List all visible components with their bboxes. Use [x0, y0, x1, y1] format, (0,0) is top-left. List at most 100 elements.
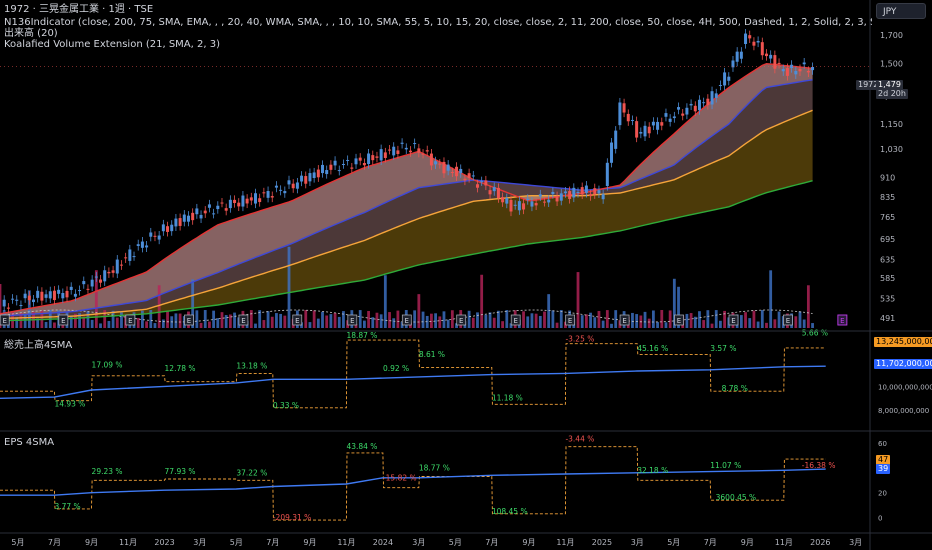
candle-body [731, 60, 735, 68]
time-tick-label: 9月 [85, 538, 98, 547]
candle-body [555, 196, 559, 202]
time-tick-label: 5月 [667, 538, 680, 547]
eps-growth-label: -16.38 % [802, 461, 836, 470]
candle-body [643, 125, 647, 137]
time-tick-label: 7月 [485, 538, 498, 547]
volume-bar [304, 310, 308, 328]
time-tick-label: 2026 [810, 538, 830, 547]
orange-green-cloud [0, 110, 813, 321]
candle-body [354, 158, 358, 165]
candle-body [681, 113, 685, 116]
volume-bar [484, 314, 488, 328]
candle-body [798, 68, 802, 72]
volume-legend[interactable]: 出来高 (20) [4, 28, 58, 39]
candle-body [806, 70, 810, 73]
volume-bar [161, 319, 165, 328]
volume-bar [249, 310, 253, 328]
time-tick-label: 11月 [775, 538, 793, 547]
indicator-legend[interactable]: N136Indicator (close, 200, 75, SMA, EMA,… [4, 17, 872, 28]
candle-body [769, 54, 773, 59]
earnings-marker [565, 314, 575, 326]
candle-body [367, 153, 371, 165]
volume-bar [149, 310, 153, 328]
earnings-marker [125, 314, 136, 326]
upcoming-earnings-marker [837, 314, 848, 326]
candle-body [580, 187, 584, 195]
candle-body [714, 93, 718, 98]
volume-bar [145, 321, 148, 328]
sales-growth-label: 18.87 % [346, 331, 377, 340]
fast-blue-cloud [0, 63, 813, 317]
candle-body [27, 295, 31, 301]
candle-body [429, 153, 433, 166]
candle-body [551, 191, 555, 195]
volume-bar [220, 312, 224, 328]
candle-body [283, 191, 287, 194]
volume-bar [396, 310, 400, 328]
candle-body [207, 204, 211, 208]
candle-body [32, 299, 36, 303]
candle-body [601, 194, 605, 200]
volume-bar [178, 313, 182, 328]
volume-bar [551, 310, 555, 328]
candle-body [191, 212, 195, 221]
candle-body [455, 166, 459, 177]
candle-body [233, 199, 237, 204]
candle-body [417, 148, 421, 153]
candle-body [509, 199, 513, 212]
candle-body [656, 121, 660, 130]
earnings-marker [619, 314, 630, 326]
candle-body [136, 244, 140, 246]
candle-body [266, 191, 270, 198]
time-tick-label: 2023 [154, 538, 174, 547]
volume-bar [153, 323, 157, 328]
candle-body [702, 102, 706, 104]
volume-bar [756, 321, 760, 328]
volume-bar [53, 322, 56, 328]
volume-bar [195, 310, 199, 328]
candle-body [224, 208, 228, 211]
candle-body [756, 40, 760, 43]
candle-body [371, 155, 375, 161]
candle-body [73, 293, 77, 297]
candle-body [57, 289, 61, 294]
volume-bar [806, 285, 810, 328]
volume-bar [266, 311, 270, 328]
candle-body [228, 199, 232, 209]
candle-body [764, 53, 768, 57]
symbol-legend[interactable]: 1972 · 三晃金属工業 · 1週 · TSE [4, 4, 154, 15]
price-tick-label: 635 [880, 255, 895, 264]
candle-body [593, 188, 597, 195]
candle-body [329, 164, 333, 170]
volume-bar [166, 311, 169, 328]
sales-pane: 14.93 % 17.09 % 12.78 % 13.18 % 0.33 % 18.87 … [0, 328, 828, 410]
eps-growth-label: 18.77 % [419, 463, 450, 472]
symbol-price-tag: 1972 [856, 80, 881, 90]
volume-bar [316, 318, 320, 328]
last-price-tag: 1,479 [876, 80, 903, 90]
volume-bar [312, 310, 316, 328]
candle-body [748, 35, 752, 39]
candle-body [312, 172, 316, 179]
candle-body [249, 197, 253, 201]
green-sma-line [0, 180, 813, 322]
time-tick-label: 11月 [556, 538, 574, 547]
candle-body [383, 152, 387, 158]
koalafied-legend[interactable]: Koalafied Volume Extension (21, SMA, 2, … [4, 39, 220, 50]
candle-body [362, 162, 366, 166]
time-tick-label: 5月 [449, 538, 462, 547]
volume-bar [685, 313, 689, 328]
eps-axis-label: 60 [878, 440, 887, 448]
volume-bar [547, 294, 551, 328]
sales-growth-label: 11.18 % [492, 394, 523, 403]
currency-button[interactable]: JPY [876, 3, 926, 19]
candle-body [660, 122, 664, 126]
volume-bar [614, 310, 618, 328]
candle-body [350, 167, 354, 169]
candle-body [52, 290, 56, 301]
candle-body [23, 293, 27, 299]
volume-bar [689, 313, 693, 328]
volume-bar [329, 314, 333, 328]
candle-body [124, 257, 128, 259]
